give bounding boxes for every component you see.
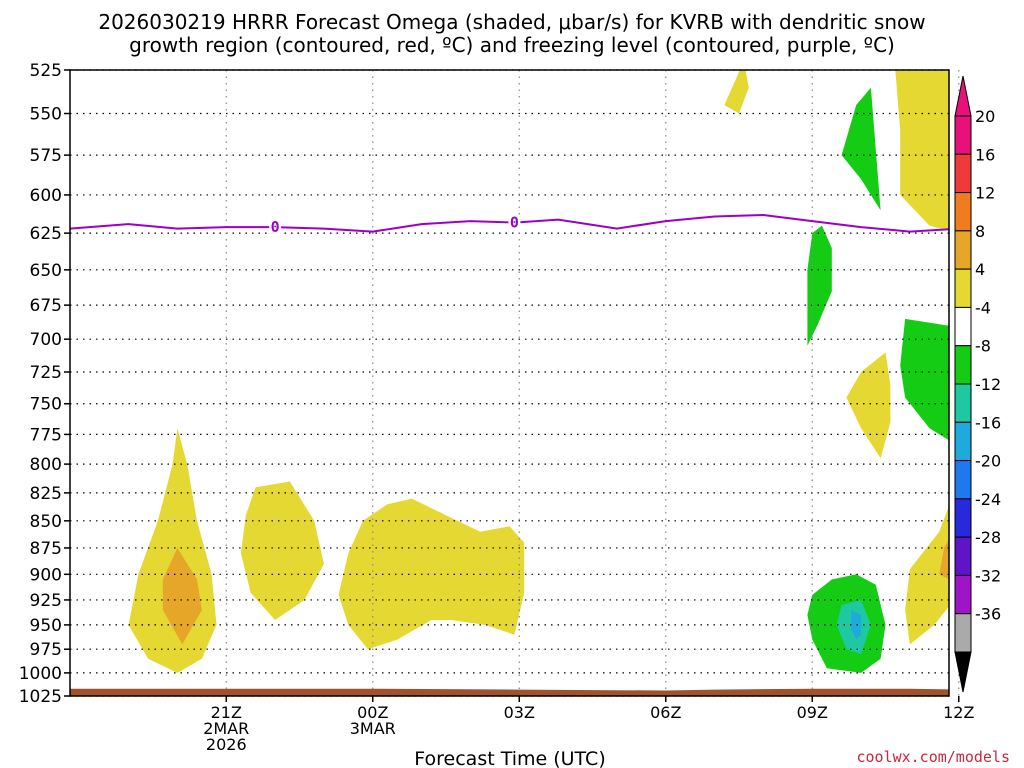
colorbar-label: -20 — [975, 452, 1001, 471]
colorbar-label: -32 — [975, 566, 1001, 585]
x-tick-label: 00Z — [357, 703, 388, 722]
colorbar-bottom-arrow — [954, 651, 972, 693]
terrain-ground — [70, 688, 949, 696]
y-tick-label: 550 — [30, 105, 62, 125]
y-tick-label: 650 — [30, 261, 62, 281]
colorbar-label: -16 — [975, 413, 1001, 432]
y-tick-label: 925 — [30, 591, 62, 611]
omega-region-5 — [807, 225, 832, 346]
colorbar-label: -4 — [975, 298, 991, 317]
y-tick-label: 800 — [30, 455, 62, 475]
freezing-level-label: 0 — [510, 214, 519, 232]
y-tick-label: 825 — [30, 484, 62, 504]
colorbar-label: -24 — [975, 490, 1001, 509]
x-tick-label: 2026 — [206, 735, 247, 754]
omega-region-17 — [851, 610, 862, 640]
x-tick-label: 06Z — [650, 703, 681, 722]
site-credit: coolwx.com/models — [856, 748, 1010, 766]
colorbar-swatch — [954, 268, 972, 308]
colorbar-label: 16 — [975, 145, 995, 164]
colorbar-swatch — [954, 306, 972, 347]
omega-region-4 — [724, 70, 749, 114]
colorbar-swatch — [954, 421, 972, 462]
y-axis-pressure: 525 550 575 600 625 650 675 700 725 750 775 800 825 8… — [19, 61, 70, 707]
terrain-fill — [70, 688, 949, 696]
omega-region-8 — [846, 352, 891, 459]
freezing-label-bg — [508, 214, 521, 230]
omega-region-10 — [905, 505, 949, 645]
x-tick-label: 3MAR — [350, 719, 396, 738]
x-tick-label: 09Z — [797, 703, 828, 722]
omega-region-9 — [900, 318, 949, 441]
colorbar-label: -36 — [975, 605, 1001, 624]
omega-region-0 — [128, 428, 217, 673]
colorbar-label: 8 — [975, 222, 985, 241]
y-tick-label: 1025 — [19, 687, 62, 707]
freezing-level-label: 0 — [271, 218, 280, 236]
plot-frame — [69, 69, 950, 697]
x-tick-label: 03Z — [504, 703, 535, 722]
freezing-level-line — [70, 213, 949, 233]
colorbar-label: -12 — [975, 375, 1001, 394]
y-tick-label: 750 — [30, 395, 62, 415]
y-tick-label: 525 — [30, 61, 62, 81]
freezing-label-bg — [269, 219, 282, 235]
y-tick-label: 575 — [30, 146, 62, 166]
x-tick-label: 21Z — [211, 703, 242, 722]
omega-region-1 — [162, 548, 202, 645]
x-axis-label: Forecast Time (UTC) — [414, 748, 605, 768]
y-tick-label: 675 — [30, 296, 62, 316]
y-tick-label: 775 — [30, 425, 62, 445]
omega-region-7 — [895, 70, 949, 231]
colorbar-label: 12 — [975, 184, 995, 203]
colorbar-label: 4 — [975, 260, 985, 279]
omega-region-3 — [338, 498, 525, 650]
y-tick-label: 625 — [30, 224, 62, 244]
omega-region-11 — [939, 538, 949, 580]
colorbar-label: -8 — [975, 337, 991, 356]
chart-title-line2: growth region (contoured, red, ºC) and f… — [129, 33, 895, 57]
x-tick-label: 12Z — [943, 703, 974, 722]
y-tick-label: 850 — [30, 512, 62, 532]
x-tick-label: 2MAR — [203, 719, 249, 738]
colorbar-swatch — [954, 613, 972, 653]
colorbar-label: 20 — [975, 107, 995, 126]
colorbar-swatch — [954, 383, 972, 423]
colorbar-swatch — [954, 153, 972, 194]
colorbar-swatch — [954, 345, 972, 385]
y-tick-label: 1000 — [19, 664, 62, 684]
colorbar-swatch — [954, 536, 972, 576]
colorbar-swatch — [954, 574, 972, 615]
colorbar-label: -28 — [975, 528, 1001, 547]
omega-region-6 — [841, 87, 881, 211]
y-tick-label: 600 — [30, 186, 62, 206]
colorbar-swatch — [954, 230, 972, 270]
y-tick-label: 975 — [30, 640, 62, 660]
y-tick-label: 700 — [30, 330, 62, 350]
omega-shading — [128, 70, 949, 673]
y-tick-label: 875 — [30, 539, 62, 559]
y-tick-label: 950 — [30, 616, 62, 636]
chart-title-line1: 2026030219 HRRR Forecast Omega (shaded, … — [98, 10, 925, 34]
colorbar-swatch — [954, 460, 972, 500]
y-tick-label: 725 — [30, 363, 62, 383]
colorbar-top-arrow — [954, 75, 972, 117]
omega-region-2 — [240, 481, 324, 620]
colorbar-swatch — [954, 192, 972, 232]
colorbar-legend: 20 16 12 8 4 -4 -8 -12 -16 -20 -24 -28 -32 -36 — [954, 75, 1001, 693]
colorbar-swatch — [954, 115, 972, 155]
colorbar-swatch — [954, 498, 972, 538]
y-tick-label: 900 — [30, 565, 62, 585]
